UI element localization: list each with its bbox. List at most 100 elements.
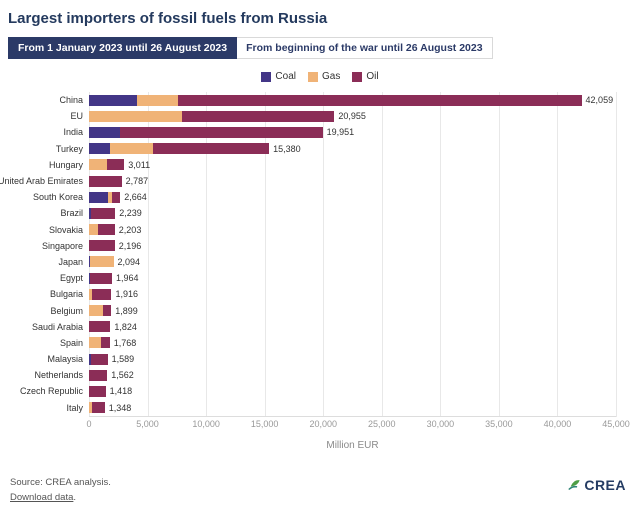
crea-logo[interactable]: CREA — [568, 477, 626, 493]
bar-segment-oil[interactable] — [153, 143, 270, 155]
country-label: United Arab Emirates — [0, 176, 83, 187]
bar-track: 1,964 — [89, 272, 616, 284]
stacked-bar[interactable] — [89, 94, 582, 106]
bar-segment-oil[interactable] — [90, 272, 112, 284]
stacked-bar[interactable] — [89, 337, 110, 349]
stacked-bar[interactable] — [89, 353, 108, 365]
tab-from-war-start[interactable]: From beginning of the war until 26 Augus… — [237, 37, 493, 59]
bar-segment-coal[interactable] — [89, 272, 91, 284]
bar-segment-oil[interactable] — [89, 385, 106, 397]
gridline — [498, 92, 500, 417]
bar-segment-coal[interactable] — [89, 126, 121, 138]
bar-segment-oil[interactable] — [90, 207, 116, 219]
bar-segment-oil[interactable] — [89, 175, 122, 187]
country-label: Netherlands — [34, 370, 83, 381]
bar-segment-oil[interactable] — [90, 353, 108, 365]
x-tick-label: 35,000 — [485, 418, 513, 429]
stacked-bar[interactable] — [89, 321, 111, 333]
bar-row: India 19,951 — [63, 124, 616, 140]
legend-item-coal[interactable]: Coal — [261, 71, 296, 82]
stacked-bar[interactable] — [89, 240, 115, 252]
bar-track: 1,562 — [89, 369, 616, 381]
bar-segment-coal[interactable] — [89, 256, 91, 268]
bar-segment-coal[interactable] — [89, 207, 91, 219]
gridline — [206, 92, 208, 417]
value-label: 1,916 — [115, 289, 138, 300]
value-label: 2,196 — [118, 240, 142, 251]
stacked-bar[interactable] — [89, 175, 122, 187]
bar-segment-gas[interactable] — [89, 159, 108, 171]
stacked-bar[interactable] — [89, 402, 105, 414]
country-label: Saudi Arabia — [31, 321, 83, 332]
country-label: Japan — [58, 256, 83, 267]
stacked-bar[interactable] — [89, 305, 112, 317]
stacked-bar[interactable] — [89, 256, 114, 268]
download-data-link[interactable]: Download data — [10, 491, 74, 503]
stacked-bar[interactable] — [89, 207, 116, 219]
country-label: Malaysia — [47, 354, 83, 365]
value-label: 15,380 — [273, 143, 301, 154]
stacked-bar[interactable] — [89, 272, 112, 284]
stacked-bar[interactable] — [89, 191, 121, 203]
bar-segment-oil[interactable] — [120, 126, 323, 138]
bar-track: 20,955 — [89, 110, 616, 122]
bar-row: Netherlands 1,562 — [34, 367, 616, 383]
country-label: Hungary — [48, 159, 83, 170]
stacked-bar[interactable] — [89, 110, 335, 122]
bar-segment-gas[interactable] — [89, 288, 93, 300]
bar-track: 1,899 — [89, 305, 616, 317]
bar-segment-coal[interactable] — [89, 143, 111, 155]
download-period: . — [73, 491, 77, 503]
stacked-bar[interactable] — [89, 385, 106, 397]
stacked-bar[interactable] — [89, 159, 125, 171]
bar-segment-gas[interactable] — [89, 337, 102, 349]
bar-segment-coal[interactable] — [89, 191, 108, 203]
bar-segment-oil[interactable] — [89, 321, 111, 333]
bar-track: 2,196 — [89, 240, 616, 252]
stacked-bar[interactable] — [89, 143, 270, 155]
oil-swatch-icon — [352, 71, 363, 82]
bar-segment-oil[interactable] — [101, 337, 110, 349]
country-label: Belgium — [50, 305, 83, 316]
stacked-bar[interactable] — [89, 369, 108, 381]
value-label: 2,664 — [124, 192, 147, 203]
bar-segment-oil[interactable] — [89, 369, 108, 381]
bar-row: EU 20,955 — [70, 108, 616, 124]
bar-segment-oil[interactable] — [107, 159, 125, 171]
bar-segment-oil[interactable] — [178, 94, 582, 106]
bar-segment-gas[interactable] — [89, 402, 92, 414]
bar-segment-oil[interactable] — [111, 191, 121, 203]
bar-row: Malaysia 1,589 — [47, 351, 616, 367]
bar-segment-oil[interactable] — [182, 110, 335, 122]
value-label: 1,899 — [115, 305, 138, 316]
bar-segment-oil[interactable] — [92, 288, 112, 300]
bar-segment-gas[interactable] — [110, 143, 154, 155]
bar-track: 2,664 — [89, 191, 616, 203]
stacked-bar[interactable] — [89, 288, 112, 300]
bar-segment-gas[interactable] — [89, 224, 99, 236]
bar-segment-gas[interactable] — [107, 191, 112, 203]
bar-segment-gas[interactable] — [89, 305, 104, 317]
country-label: EU — [70, 111, 83, 122]
bar-track: 2,787 — [89, 175, 616, 187]
bar-row: Italy 1,348 — [66, 400, 616, 416]
bar-segment-oil[interactable] — [91, 402, 105, 414]
bar-segment-coal[interactable] — [89, 94, 138, 106]
bar-segment-coal[interactable] — [89, 353, 91, 365]
legend-item-oil[interactable]: Oil — [352, 71, 379, 82]
country-label: Spain — [59, 337, 83, 348]
legend-item-gas[interactable]: Gas — [308, 71, 340, 82]
bar-segment-gas[interactable] — [137, 94, 178, 106]
stacked-bar[interactable] — [89, 224, 115, 236]
country-label: Egypt — [59, 273, 83, 284]
bar-segment-gas[interactable] — [89, 110, 183, 122]
bar-row: South Korea 2,664 — [33, 189, 616, 205]
stacked-bar[interactable] — [89, 126, 323, 138]
gridline — [440, 92, 442, 417]
bar-segment-oil[interactable] — [98, 224, 115, 236]
bar-segment-gas[interactable] — [90, 256, 114, 268]
bar-segment-oil[interactable] — [103, 305, 112, 317]
tab-from-jan-2023[interactable]: From 1 January 2023 until 26 August 2023 — [8, 37, 238, 59]
bar-segment-oil[interactable] — [89, 240, 115, 252]
value-label: 42,059 — [585, 95, 614, 106]
